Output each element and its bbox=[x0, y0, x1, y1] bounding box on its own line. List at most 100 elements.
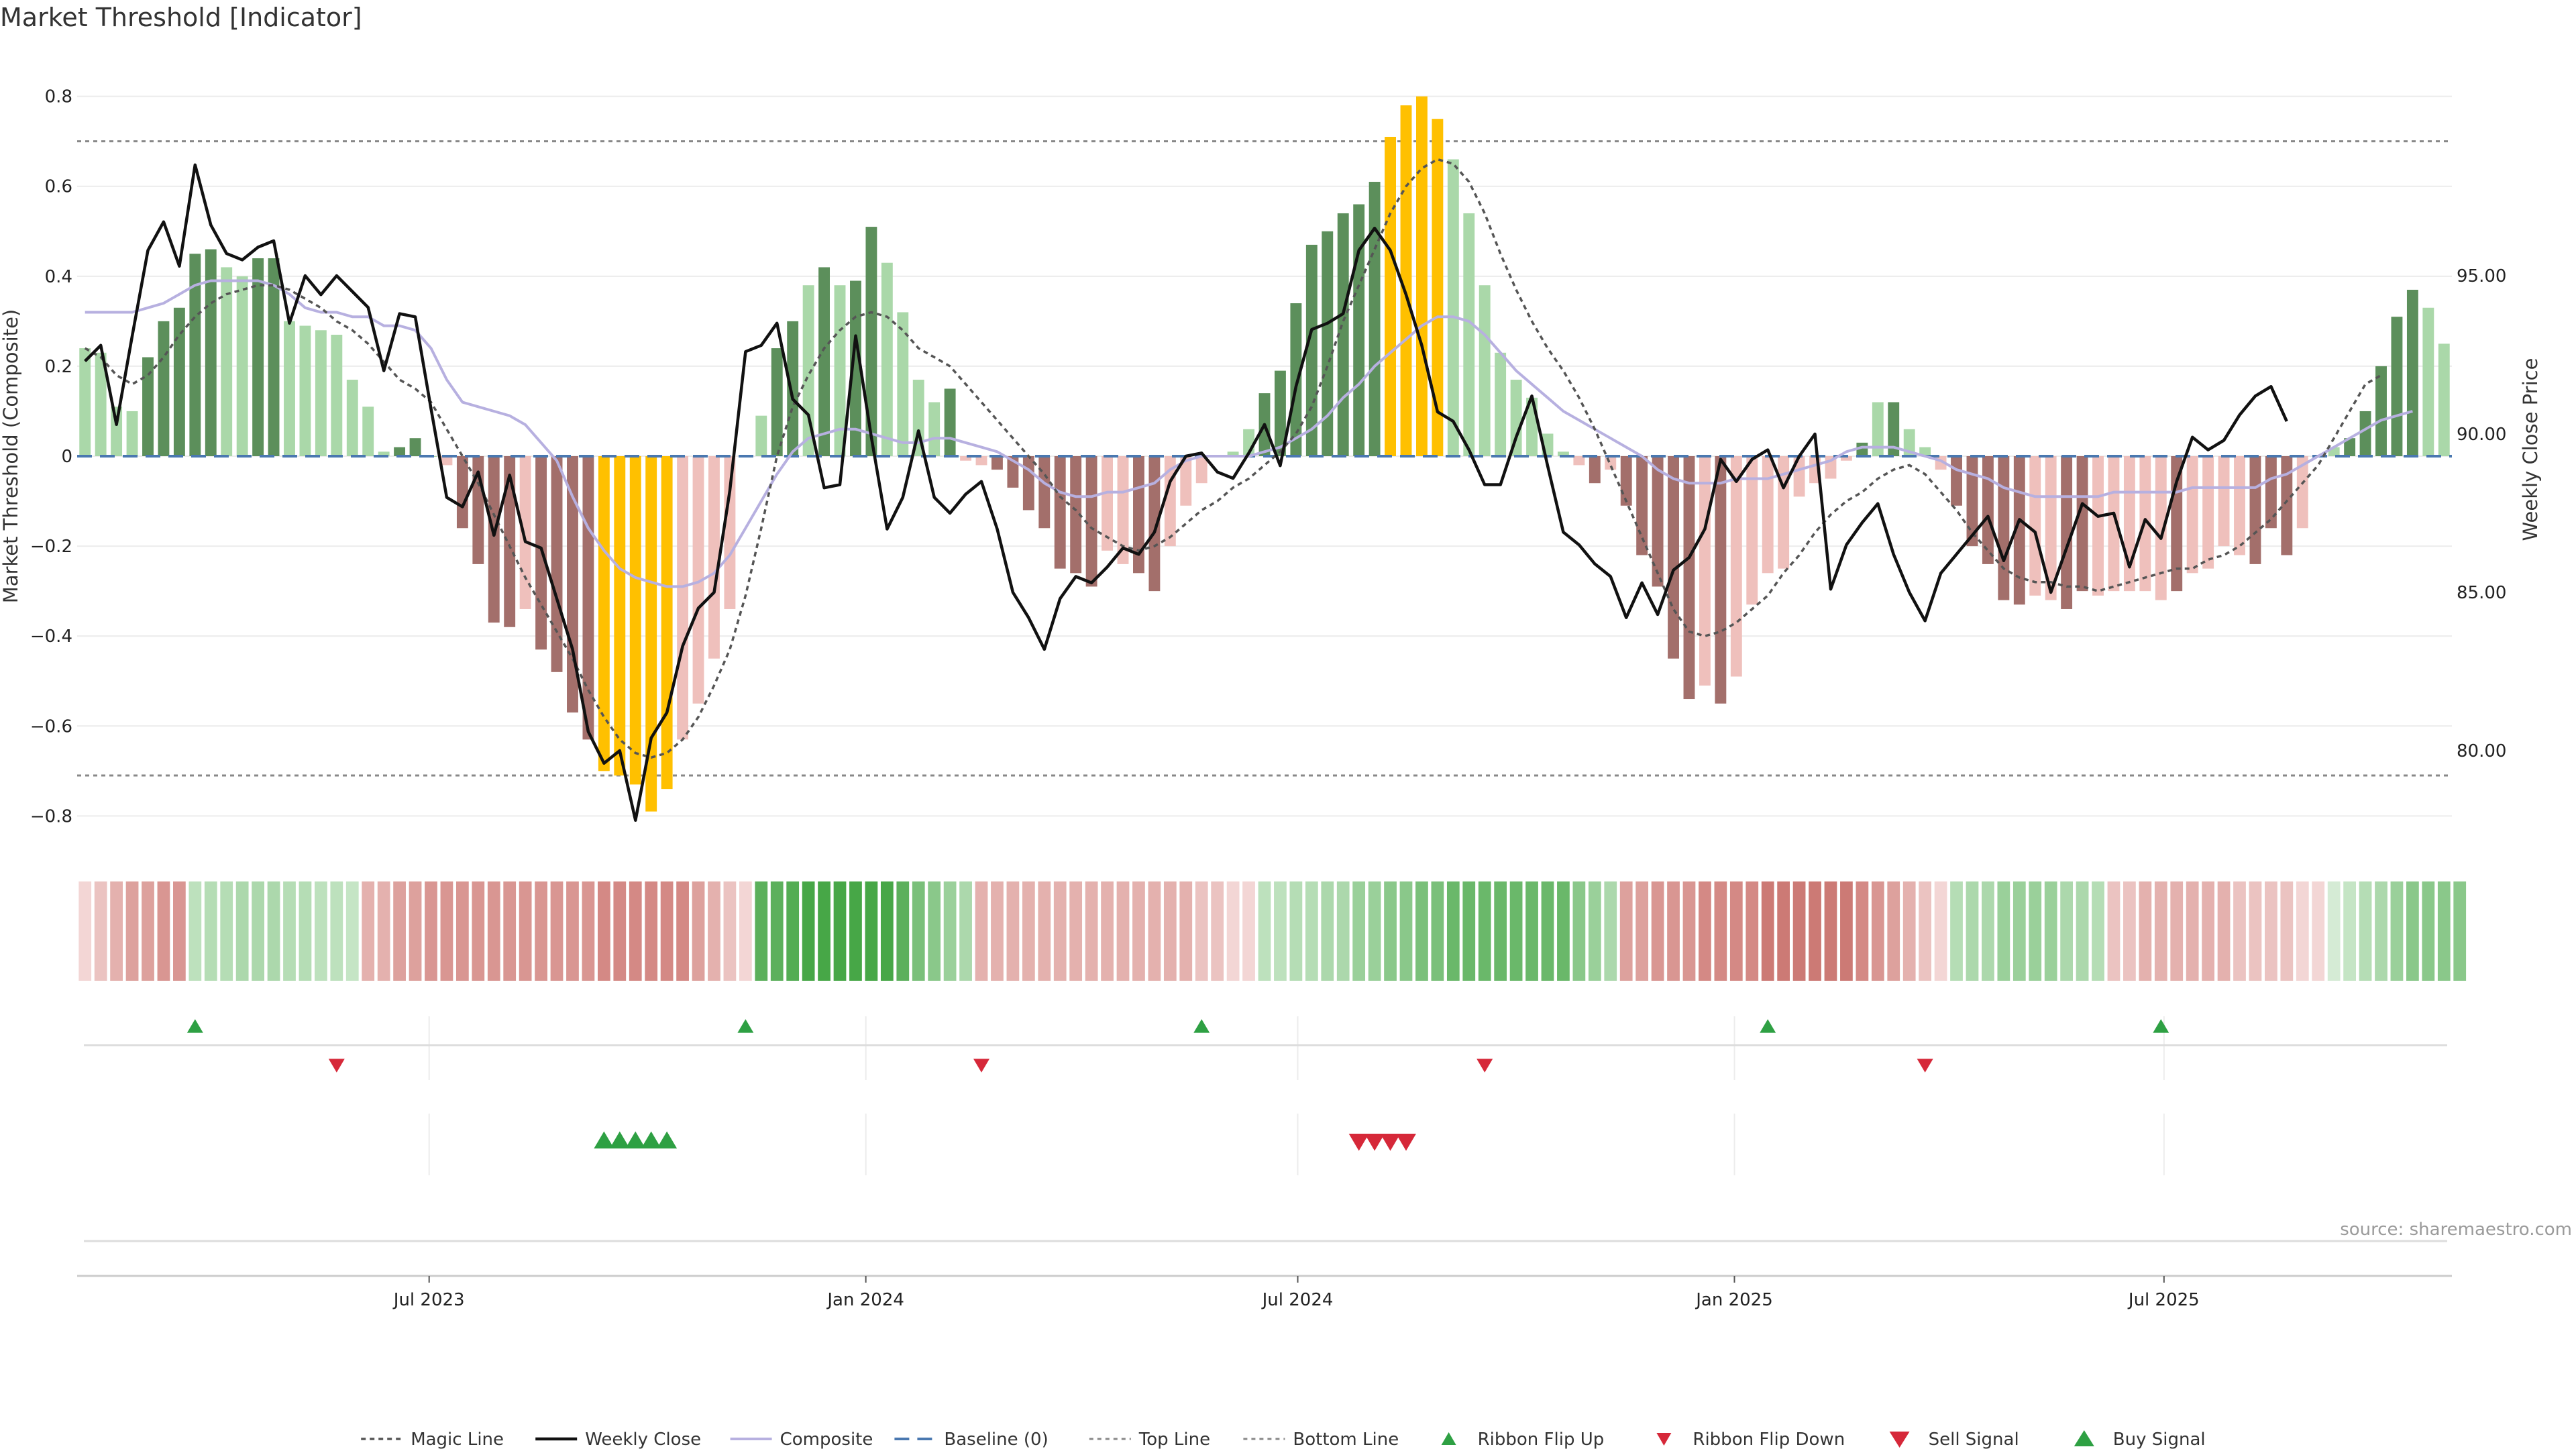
composite-bar bbox=[1872, 402, 1884, 456]
ribbon-cell bbox=[1619, 881, 1633, 981]
ribbon-cell bbox=[1226, 881, 1240, 981]
composite-bar bbox=[1919, 447, 1931, 456]
ribbon-cell bbox=[928, 881, 941, 981]
legend-label: Composite bbox=[780, 1430, 873, 1449]
ribbon-cell bbox=[235, 881, 249, 981]
y2-tick-label: 85.00 bbox=[2457, 583, 2506, 603]
composite-bar bbox=[142, 357, 154, 456]
composite-bar bbox=[79, 348, 91, 456]
composite-bar bbox=[346, 380, 358, 456]
buy-signal-marker bbox=[625, 1131, 646, 1148]
source-note: source: sharemaestro.com bbox=[2340, 1220, 2572, 1240]
composite-bar bbox=[1195, 456, 1208, 484]
composite-bar bbox=[1668, 456, 1679, 659]
composite-bar bbox=[582, 456, 594, 740]
buy-signal-marker bbox=[594, 1131, 614, 1148]
ribbon-cell bbox=[2327, 881, 2341, 981]
composite-bar bbox=[1305, 244, 1318, 456]
sell-signal-marker bbox=[1380, 1134, 1401, 1151]
x-tick-label: Jul 2024 bbox=[1261, 1290, 1334, 1310]
ribbon-cell bbox=[2296, 881, 2309, 981]
composite-bar bbox=[378, 451, 390, 456]
composite-bar bbox=[2202, 456, 2214, 569]
ribbon-cell bbox=[409, 881, 422, 981]
composite-bar bbox=[928, 402, 941, 456]
sell-signal-marker bbox=[1364, 1134, 1385, 1151]
composite-bar bbox=[1762, 456, 1774, 574]
composite-bar bbox=[2076, 456, 2088, 592]
legend-item-bottom: Bottom Line bbox=[1243, 1430, 1399, 1449]
ribbon-cell bbox=[1856, 881, 1869, 981]
legend-label: Buy Signal bbox=[2113, 1430, 2206, 1449]
composite-bar bbox=[2061, 456, 2073, 609]
ribbon-cell bbox=[975, 881, 988, 981]
ribbon-cell bbox=[566, 881, 579, 981]
buy-signal-marker bbox=[657, 1131, 678, 1148]
ribbon-flip-up-marker bbox=[186, 1019, 203, 1033]
ribbon-cell bbox=[1746, 881, 1759, 981]
ribbon-cell bbox=[1761, 881, 1774, 981]
ribbon-cell bbox=[2217, 881, 2231, 981]
ribbon-cell bbox=[1871, 881, 1884, 981]
composite-bar bbox=[771, 348, 783, 456]
ribbon-cell bbox=[283, 881, 296, 981]
ribbon-flip-up-marker bbox=[2153, 1019, 2169, 1033]
ribbon-cell bbox=[125, 881, 139, 981]
ribbon-cell bbox=[252, 881, 264, 981]
legend-label: Ribbon Flip Up bbox=[1478, 1430, 1605, 1449]
composite-bar bbox=[629, 456, 641, 785]
ribbon-cell bbox=[1211, 881, 1224, 981]
composite-bar bbox=[1368, 182, 1381, 456]
composite-bar bbox=[1793, 456, 1805, 497]
ribbon-cell bbox=[1966, 881, 1979, 981]
ribbon-cell bbox=[1572, 881, 1586, 981]
composite-bar bbox=[755, 415, 767, 456]
ribbon-flip-up-marker bbox=[1193, 1019, 1210, 1033]
ribbon-cell bbox=[645, 881, 658, 981]
composite-bar bbox=[2296, 456, 2308, 529]
legend-label: Bottom Line bbox=[1293, 1430, 1399, 1449]
ribbon-cell bbox=[472, 881, 485, 981]
ribbon-cell bbox=[1509, 881, 1523, 981]
ribbon-cell bbox=[550, 881, 564, 981]
ribbon-cell bbox=[613, 881, 627, 981]
ribbon-cell bbox=[1163, 881, 1177, 981]
ribbon-cell bbox=[1132, 881, 1145, 981]
composite-bar bbox=[1652, 456, 1664, 587]
composite-bar bbox=[1353, 204, 1365, 456]
ribbon-cell bbox=[1305, 881, 1318, 981]
y2-tick-label: 80.00 bbox=[2457, 741, 2506, 761]
ribbon-cell bbox=[1887, 881, 1900, 981]
legend-flip-up-swatch bbox=[1441, 1432, 1456, 1445]
magic-line bbox=[84, 158, 2382, 759]
composite-bar bbox=[692, 456, 704, 704]
composite-bar bbox=[787, 321, 799, 456]
ribbon-cell bbox=[220, 881, 233, 981]
y-tick-label: 0.2 bbox=[45, 357, 72, 377]
ribbon-cell bbox=[1006, 881, 1020, 981]
composite-bar bbox=[850, 280, 861, 456]
ribbon-cell bbox=[1682, 881, 1696, 981]
ribbon-cell bbox=[2422, 881, 2435, 981]
legend-item-flip_down: Ribbon Flip Down bbox=[1656, 1430, 1845, 1449]
ribbon-cell bbox=[503, 881, 517, 981]
ribbon-cell bbox=[676, 881, 689, 981]
ribbon-cell bbox=[912, 881, 925, 981]
y-tick-label: −0.4 bbox=[30, 627, 72, 647]
ribbon-flip-up-marker bbox=[737, 1019, 754, 1033]
ribbon-cell bbox=[1446, 881, 1460, 981]
composite-bar bbox=[551, 456, 563, 672]
ribbon-cell bbox=[943, 881, 957, 981]
composite-bar bbox=[409, 438, 421, 456]
composite-bar bbox=[488, 456, 500, 623]
legend-label: Top Line bbox=[1138, 1430, 1210, 1449]
ribbon-cell bbox=[660, 881, 674, 981]
ribbon-cell bbox=[739, 881, 752, 981]
ribbon-cell bbox=[1399, 881, 1413, 981]
composite-bar bbox=[331, 334, 343, 456]
ribbon-cell bbox=[1840, 881, 1853, 981]
ribbon-cell bbox=[173, 881, 186, 981]
ribbon-cell bbox=[991, 881, 1004, 981]
ribbon-cell bbox=[315, 881, 327, 981]
composite-bars bbox=[79, 96, 2450, 812]
